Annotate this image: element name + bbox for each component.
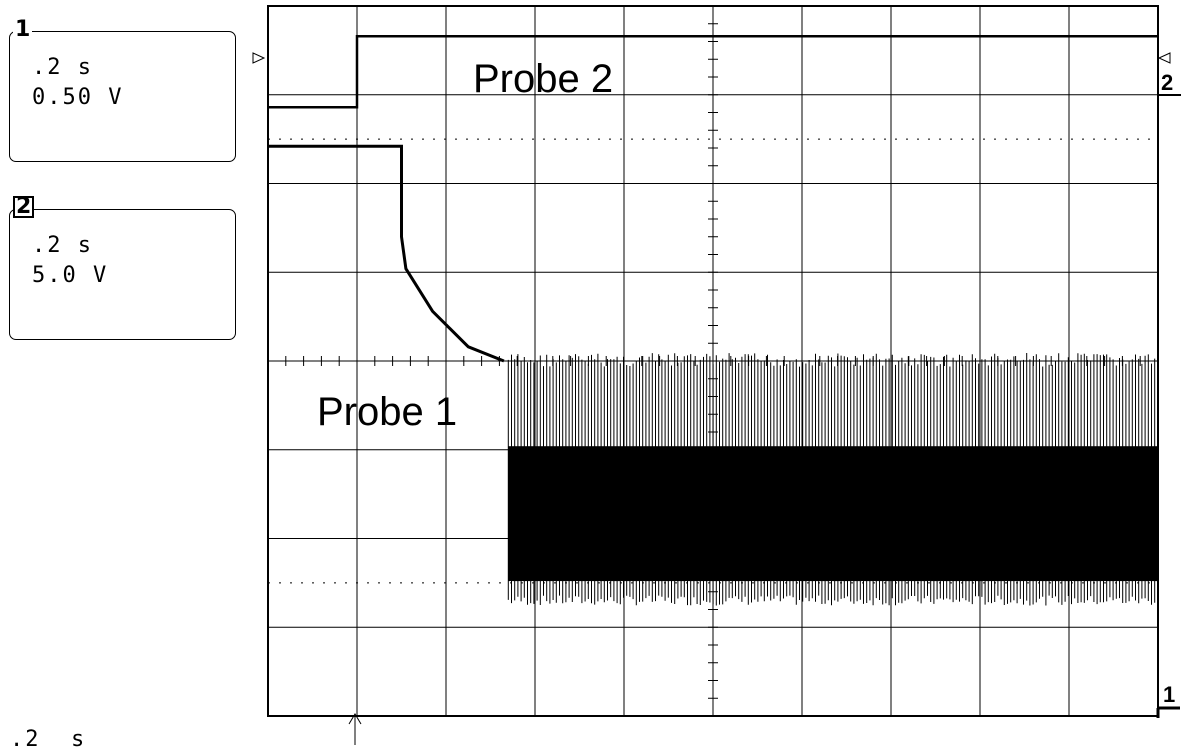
annotation-probe-1: Probe 1 — [317, 390, 457, 434]
annotation-probe-2: Probe 2 — [473, 57, 613, 101]
ch1-marker-right: 1 — [1156, 682, 1180, 718]
trace-probe-1-oscillation-band — [508, 446, 1158, 582]
channel-1-volts-per-div: 0.50 V — [32, 85, 124, 110]
channel-1-number: 1 — [13, 17, 33, 42]
traces — [268, 34, 1159, 606]
channel-2-timebase: .2 s — [32, 233, 93, 258]
ch1-marker-label: 1 — [1163, 682, 1175, 707]
channel-1-timebase: .2 s — [32, 55, 93, 80]
timebase-readout: .2 s — [10, 727, 87, 752]
ch2-marker-right: 2 — [1157, 52, 1181, 96]
trace-probe-1-decay — [268, 144, 505, 363]
channel-2-settings: 2 .2 s 5.0 V — [9, 196, 236, 340]
channel-2-number: 2 — [13, 196, 35, 218]
ch2-marker-left — [252, 52, 266, 64]
channel-1-settings: 1 .2 s 0.50 V — [9, 18, 236, 162]
trace-probe-1-oscillation — [507, 353, 1159, 606]
ch2-marker-label: 2 — [1161, 70, 1173, 95]
trigger-position-marker — [348, 713, 362, 745]
trace-probe-2 — [268, 34, 1158, 109]
channel-2-volts-per-div: 5.0 V — [32, 263, 109, 288]
